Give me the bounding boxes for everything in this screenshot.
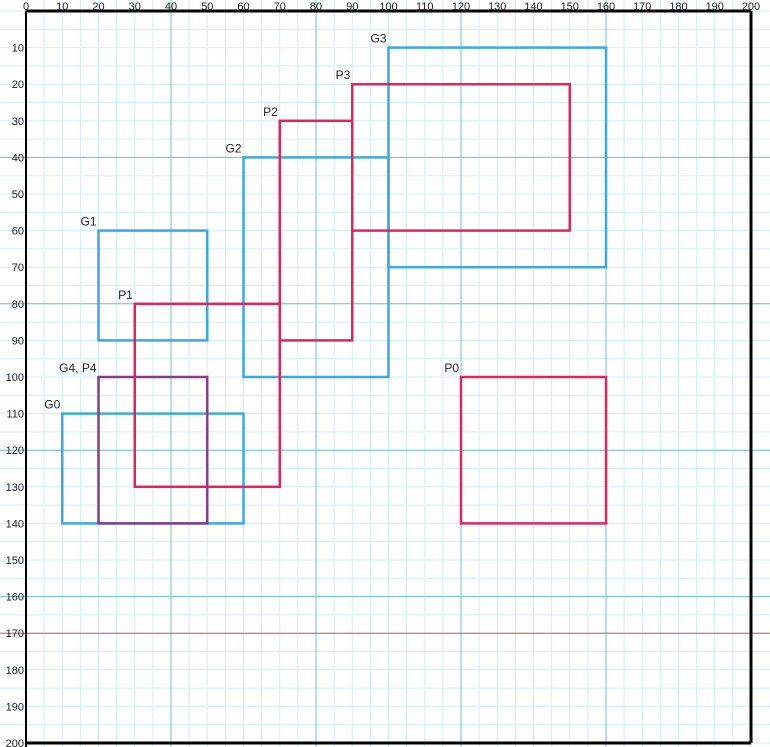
x-tick-label: 190	[706, 1, 724, 13]
x-tick-label: 110	[416, 1, 434, 13]
x-tick-label: 120	[452, 1, 470, 13]
x-tick-label: 50	[201, 1, 213, 13]
x-tick-label: 30	[129, 1, 141, 13]
box-p0	[459, 375, 608, 525]
x-tick-label: 140	[524, 1, 542, 13]
x-axis-ticks: 0 10 20 30 40 50 60 70 80 90 100 110 120 130 140 150 160…	[23, 1, 760, 13]
box-labels-layer: G0 G1 G2 G3 G4, P4 P0 P1 P2 P3	[44, 32, 459, 412]
y-tick-label: 120	[6, 445, 24, 457]
x-tick-label: 100	[379, 1, 397, 13]
y-tick-label: 40	[12, 152, 24, 164]
box-label: G4, P4	[59, 361, 97, 375]
x-tick-label: 180	[669, 1, 687, 13]
box-label: G1	[80, 215, 96, 229]
y-tick-label: 150	[6, 555, 24, 567]
box-label: P3	[336, 68, 351, 82]
y-tick-label: 190	[6, 701, 24, 713]
x-tick-label: 80	[310, 1, 322, 13]
x-tick-label: 160	[597, 1, 615, 13]
y-axis-ticks: 10 20 30 40 50 60 70 80 90 100 110 120 130 140 150 160 1…	[6, 43, 24, 747]
boxes-layer	[61, 46, 608, 525]
y-tick-label: 160	[6, 592, 24, 604]
x-tick-label: 70	[274, 1, 286, 13]
x-tick-label: 60	[237, 1, 249, 13]
y-tick-label: 10	[12, 43, 24, 55]
box-label: G2	[225, 141, 241, 155]
box-label: P2	[263, 105, 278, 119]
box-label: P1	[118, 288, 133, 302]
x-tick-label: 0	[23, 1, 29, 13]
y-tick-label: 100	[6, 372, 24, 384]
box-g1	[97, 229, 209, 342]
box-label: G3	[370, 32, 386, 46]
y-tick-label: 90	[12, 335, 24, 347]
x-tick-label: 20	[92, 1, 104, 13]
x-tick-label: 200	[742, 1, 760, 13]
box-label: P0	[444, 361, 459, 375]
y-tick-label: 170	[6, 628, 24, 640]
y-tick-label: 130	[6, 482, 24, 494]
x-tick-label: 150	[561, 1, 579, 13]
box-label: G0	[44, 398, 60, 412]
y-tick-label: 80	[12, 299, 24, 311]
box-g4-p4	[97, 375, 209, 525]
box-p3	[351, 82, 571, 232]
y-tick-label: 70	[12, 262, 24, 274]
y-tick-label: 140	[6, 518, 24, 530]
y-tick-label: 60	[12, 226, 24, 238]
plot-frame	[25, 9, 753, 747]
x-tick-label: 170	[633, 1, 651, 13]
box-g3	[387, 46, 608, 269]
y-tick-label: 180	[6, 665, 24, 677]
y-tick-label: 30	[12, 116, 24, 128]
y-tick-label: 20	[12, 79, 24, 91]
x-tick-label: 90	[346, 1, 358, 13]
y-tick-label: 200	[6, 738, 24, 747]
box-p1	[133, 302, 281, 489]
y-tick-label: 50	[12, 189, 24, 201]
y-tick-label: 110	[6, 409, 24, 421]
x-tick-label: 40	[165, 1, 177, 13]
x-tick-label: 10	[56, 1, 68, 13]
x-tick-label: 130	[488, 1, 506, 13]
